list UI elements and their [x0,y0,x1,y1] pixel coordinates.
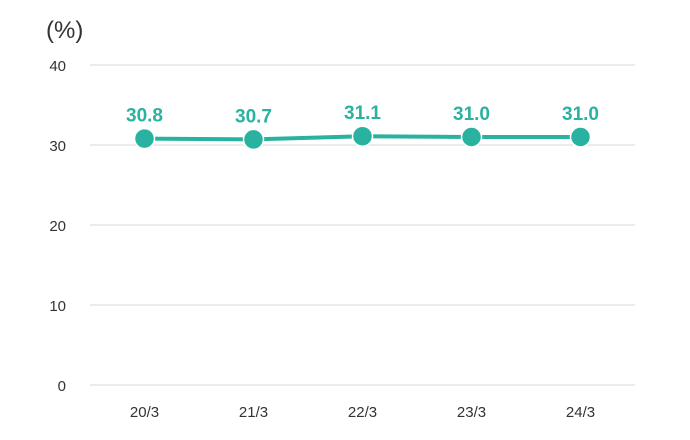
gridlines [90,64,635,386]
series-line-group [133,125,592,151]
x-axis-ticks: 20/3 21/3 22/3 23/3 24/3 [130,404,595,421]
data-point [133,127,156,150]
data-point [460,126,483,148]
data-label: 31.0 [453,104,490,125]
x-tick-label: 24/3 [566,404,595,421]
data-label: 30.8 [126,106,163,127]
y-tick-label: 20 [49,218,66,235]
x-tick-label: 21/3 [239,404,268,421]
x-tick-label: 23/3 [457,404,486,421]
x-tick-label: 22/3 [348,404,377,421]
y-tick-label: 10 [49,298,66,315]
y-axis-ticks: 0 10 20 30 40 [49,58,66,395]
y-tick-label: 30 [49,138,66,155]
data-label: 31.1 [344,103,381,124]
data-labels: 30.8 30.7 31.1 31.0 31.0 [126,103,599,127]
y-tick-label: 0 [58,378,66,395]
y-axis-unit-label: (%) [46,17,83,44]
x-tick-label: 20/3 [130,404,159,421]
data-label: 30.7 [235,106,272,127]
y-tick-label: 40 [49,58,66,75]
data-point [351,125,374,147]
data-label: 31.0 [562,104,599,125]
data-point [242,128,265,151]
data-point [569,126,592,148]
